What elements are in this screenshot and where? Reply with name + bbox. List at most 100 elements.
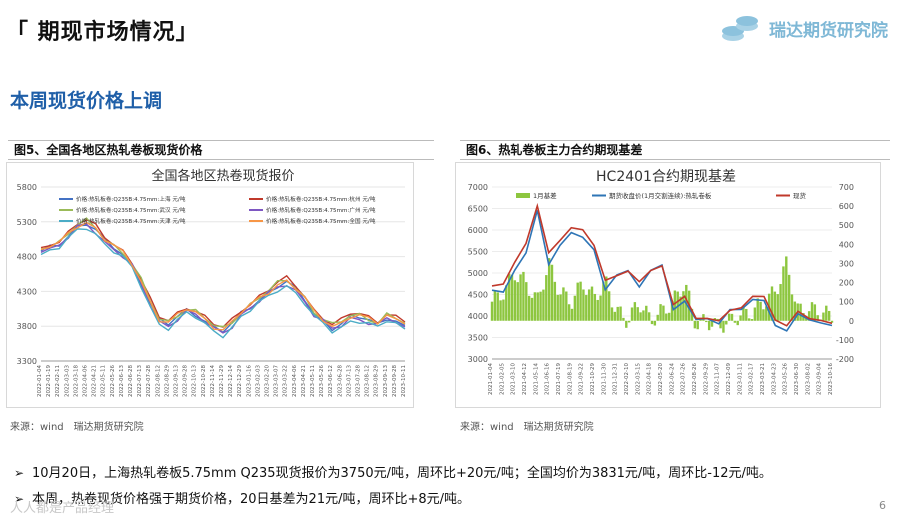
basis-bar: [587, 289, 591, 321]
x-tick-label: 2021-10-29: [590, 363, 596, 395]
legend-label: 期货收盘价(1月交割连续):热轧卷板: [609, 191, 712, 200]
x-tick-label: 2021-06-16: [545, 363, 551, 395]
basis-bar: [682, 291, 685, 321]
x-tick-label: 2023-03-21: [760, 363, 766, 395]
x-tick-label: 2022-05-11: [101, 365, 107, 397]
basis-bar: [705, 320, 708, 323]
x-tick-label: 2022-12-14: [228, 365, 234, 397]
x-tick-label: 2022-04-18: [647, 363, 653, 395]
basis-bar: [765, 306, 768, 321]
y-tick-label: 5300: [17, 218, 37, 227]
y-right-tick-label: 600: [839, 202, 854, 211]
brand-logo: 瑞达期货研究院: [719, 12, 888, 44]
basis-bar: [527, 295, 531, 321]
x-tick-label: 2022-04-21: [92, 365, 98, 397]
basis-bar: [642, 310, 645, 321]
arrow-bullet-icon: ➢: [14, 466, 25, 480]
basis-bar: [525, 282, 528, 321]
y-right-tick-label: 0: [849, 317, 854, 326]
basis-bar: [639, 312, 642, 321]
x-tick-label: 2023-06-28: [337, 365, 343, 397]
x-tick-label: 2022-10-28: [201, 365, 207, 397]
basis-bar: [490, 301, 494, 321]
basis-bar: [576, 282, 579, 321]
basis-bar: [722, 320, 725, 333]
basis-bar: [653, 320, 657, 326]
basis-bar: [725, 320, 728, 325]
x-tick-label: 2022-06-24: [669, 363, 675, 395]
basis-bar: [673, 290, 677, 321]
x-tick-label: 2023-02-17: [749, 363, 755, 395]
x-tick-label: 2022-06-13: [119, 365, 125, 397]
basis-bar: [559, 294, 562, 321]
basis-bar: [547, 258, 551, 321]
basis-bar: [516, 282, 519, 321]
y-right-tick-label: 100: [839, 298, 854, 307]
futures-line: [491, 210, 833, 332]
basis-bar: [579, 281, 582, 321]
basis-bar: [545, 275, 548, 321]
x-tick-label: 2023-09-04: [817, 363, 823, 395]
basis-bar: [665, 313, 668, 321]
basis-bar: [627, 320, 631, 323]
basis-bar: [645, 305, 648, 321]
x-tick-label: 2023-05-11: [310, 365, 316, 397]
x-tick-label: 2023-05-26: [783, 363, 789, 395]
regional-price-chart-svg: 全国各地区热卷现货报价 3300 3800 4300 4800 5300 5800 2022-…: [17, 168, 407, 397]
page-header-title: 「 期现市场情况」: [6, 20, 199, 45]
y-left-tick-label: 7000: [468, 183, 488, 192]
basis-bar: [542, 289, 545, 321]
basis-bar: [570, 308, 574, 321]
x-tick-label: 2022-03-03: [64, 365, 70, 397]
x-tick-label: 2022-12-29: [237, 365, 243, 397]
x-tick-label: 2022-02-11: [55, 365, 61, 397]
basis-bar: [616, 306, 619, 321]
basis-bar: [693, 320, 697, 329]
basis-bar: [647, 312, 651, 321]
basis-bar: [593, 293, 597, 321]
x-tick-label: 2021-08-19: [567, 363, 573, 395]
x-tick-label: 2022-07-28: [146, 365, 152, 397]
basis-bar: [667, 312, 671, 321]
x-tick-label: 2023-02-03: [255, 365, 261, 397]
x-tick-label: 2023-06-30: [794, 363, 800, 395]
basis-bar: [759, 301, 762, 321]
basis-bar: [636, 307, 639, 321]
x-tick-label: 2021-12-31: [613, 363, 619, 395]
basis-bar: [690, 308, 694, 321]
y-left-tick-label: 4000: [468, 312, 488, 321]
basis-bar: [633, 302, 637, 321]
y-right-tick-label: 400: [839, 240, 854, 249]
legend-label: 价格:热轧板卷:Q235B:4.75mm:杭州 元/吨: [266, 195, 376, 203]
coins-icon: [722, 16, 758, 41]
basis-bar: [502, 299, 505, 321]
basis-bar: [733, 320, 737, 323]
basis-bar: [553, 281, 557, 321]
basis-bar: [776, 294, 779, 321]
basis-bar: [807, 311, 811, 321]
basis-bar: [813, 304, 817, 321]
legend-label: 1月基差: [533, 191, 557, 200]
basis-bar: [825, 305, 828, 321]
x-tick-label: 2021-03-10: [511, 363, 517, 395]
basis-bar: [662, 305, 665, 321]
y-right-tick-label: 700: [839, 183, 854, 192]
brand-name: 瑞达期货研究院: [769, 20, 888, 41]
x-tick-label: 2021-04-12: [522, 363, 528, 395]
basis-bar: [659, 304, 662, 321]
y-right-tick-label: 500: [839, 221, 854, 230]
x-tick-label: 2023-10-11: [401, 365, 407, 397]
figure5-source: 来源：wind 瑞达期货研究院: [10, 422, 144, 433]
basis-bar: [670, 300, 674, 321]
x-tick-label: 2022-10-13: [192, 365, 198, 397]
x-tick-label: 2022-08-26: [692, 363, 698, 395]
basis-bar: [582, 289, 585, 321]
x-tick-label: 2022-09-13: [174, 365, 180, 397]
bullet-text-2: 本周，热卷现货价格强于期货价格，20日基差为21元/吨，周环比+8元/吨。: [32, 492, 471, 507]
legend-label: 价格:热轧板卷:Q235B:4.75mm:广州 元/吨: [266, 206, 376, 214]
basis-bar: [750, 319, 754, 321]
basis-bar: [785, 256, 788, 321]
x-tick-label: 2023-02-20: [265, 365, 271, 397]
basis-bar: [499, 300, 502, 321]
x-tick-label: 2023-04-23: [771, 363, 777, 395]
